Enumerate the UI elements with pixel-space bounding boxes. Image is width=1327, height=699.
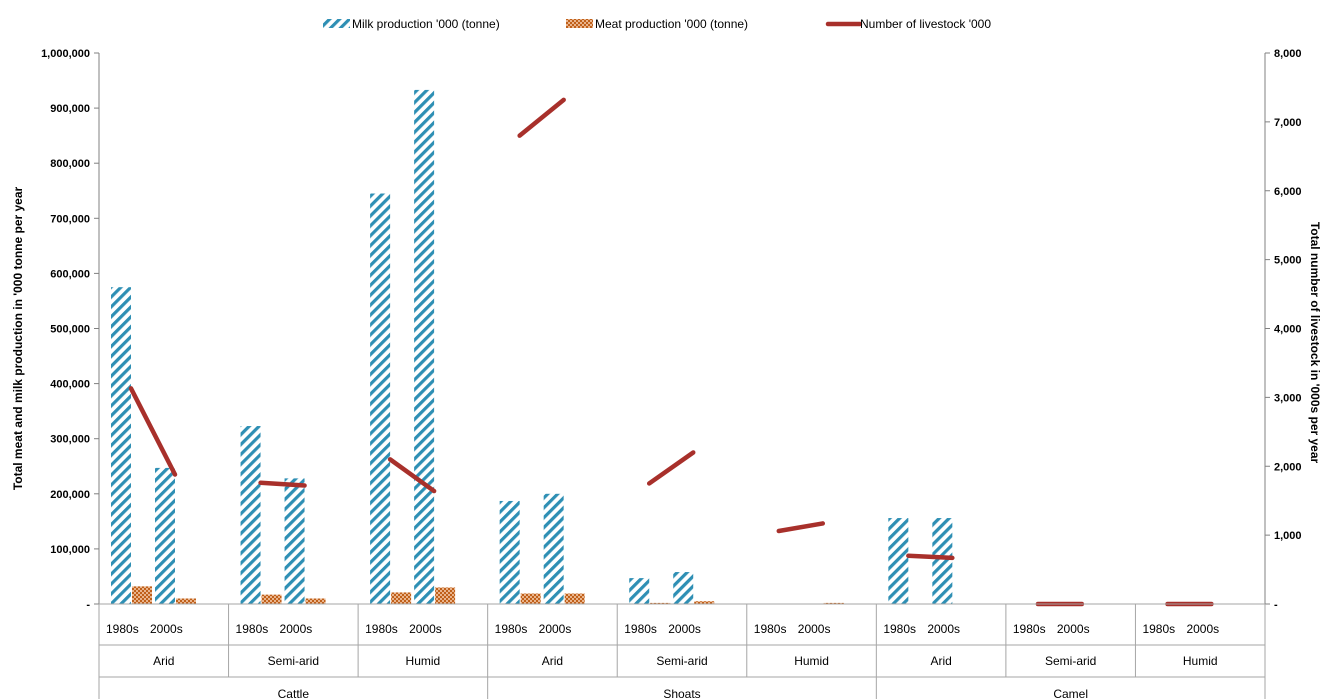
species-label: Camel [1053, 687, 1088, 699]
species-label: Cattle [278, 687, 310, 699]
left-tick-label: 400,000 [50, 379, 90, 391]
category-axis: 1980s 2000s Arid 1980s 2000s Semi-arid 1980s 20… [98, 603, 1266, 699]
period-label: 1980s [624, 622, 657, 636]
meat-bar [305, 598, 326, 604]
legend-milk-swatch [323, 19, 350, 28]
period-label: 1980s [495, 622, 528, 636]
legend-livestock-label: Number of livestock '000 [860, 17, 991, 31]
meat-bar [694, 601, 715, 604]
zone-label: Semi-arid [656, 654, 707, 668]
milk-bar [629, 578, 650, 604]
livestock-lines [128, 97, 1214, 607]
milk-bar [543, 493, 564, 604]
period-label: 2000s [1057, 622, 1090, 636]
legend-meat-swatch [566, 19, 593, 28]
species-label: Shoats [663, 687, 700, 699]
zone-label: Semi-arid [268, 654, 319, 668]
meat-bar [435, 587, 456, 604]
meat-bar [391, 592, 412, 604]
right-tick-label: 4,000 [1274, 324, 1302, 336]
period-label: 1980s [236, 622, 269, 636]
period-label: 2000s [280, 622, 313, 636]
period-label: 2000s [798, 622, 831, 636]
livestock-line [776, 521, 826, 534]
zone-label: Humid [406, 654, 441, 668]
milk-bar [111, 287, 131, 604]
right-tick-label: 2,000 [1274, 461, 1302, 473]
period-label: 2000s [150, 622, 183, 636]
right-axis-title: Total number of livestock in '000s per y… [1308, 222, 1322, 464]
zone-label: Semi-arid [1045, 654, 1096, 668]
zone-label: Humid [794, 654, 829, 668]
left-tick-label: 800,000 [50, 158, 90, 170]
period-label: 2000s [927, 622, 960, 636]
milk-bar [284, 478, 305, 604]
left-tick-label: 1,000,000 [41, 48, 90, 60]
left-tick-label: 700,000 [50, 213, 90, 225]
livestock-line [646, 450, 696, 486]
milk-bar [414, 89, 435, 605]
legend: Milk production '000 (tonne) Meat product… [323, 17, 991, 31]
meat-bar [823, 602, 844, 604]
right-tick-label: 1,000 [1274, 530, 1302, 542]
legend-meat-label: Meat production '000 (tonne) [595, 17, 748, 31]
zone-label: Arid [153, 654, 174, 668]
legend-milk-label: Milk production '000 (tonne) [352, 17, 500, 31]
period-label: 1980s [1013, 622, 1046, 636]
right-tick-label: 5,000 [1274, 255, 1302, 267]
meat-bar [520, 593, 541, 604]
milk-bar [499, 500, 520, 604]
milk-bar [888, 518, 909, 604]
left-tick-label: 900,000 [50, 103, 90, 115]
zone-label: Arid [930, 654, 951, 668]
left-tick-label: - [86, 599, 90, 611]
period-label: 2000s [1186, 622, 1219, 636]
meat-bar [132, 586, 152, 604]
right-tick-label: 7,000 [1274, 117, 1302, 129]
livestock-line [517, 97, 566, 138]
zone-label: Arid [542, 654, 563, 668]
right-tick-label: 8,000 [1274, 48, 1302, 60]
right-tick-label: 6,000 [1274, 186, 1302, 198]
milk-bar [155, 467, 175, 604]
left-tick-label: 100,000 [50, 544, 90, 556]
period-label: 2000s [539, 622, 572, 636]
left-tick-label: 200,000 [50, 489, 90, 501]
meat-bar [176, 598, 196, 604]
axes: - 100,000 200,000 300,000 400,000 500,000 600,… [11, 48, 1322, 611]
left-tick-label: 500,000 [50, 324, 90, 336]
period-label: 2000s [409, 622, 442, 636]
period-label: 1980s [754, 622, 787, 636]
left-tick-label: 600,000 [50, 268, 90, 280]
livestock-line [387, 457, 437, 494]
milk-bar [240, 426, 261, 604]
meat-bar [564, 593, 585, 604]
period-label: 2000s [668, 622, 701, 636]
livestock-line [258, 480, 307, 488]
milk-bar [673, 572, 694, 604]
meat-bar [650, 602, 671, 604]
milk-bar [370, 193, 391, 604]
left-tick-label: 300,000 [50, 434, 90, 446]
zone-label: Humid [1183, 654, 1218, 668]
meat-bar [261, 594, 282, 604]
livestock-line [128, 386, 178, 477]
period-label: 1980s [1142, 622, 1175, 636]
period-label: 1980s [365, 622, 398, 636]
period-label: 1980s [106, 622, 139, 636]
bars [111, 89, 953, 605]
left-axis-title: Total meat and milk production in '000 t… [11, 186, 25, 490]
right-tick-label: 3,000 [1274, 392, 1302, 404]
milk-bar [932, 518, 953, 604]
livestock-line [906, 553, 955, 561]
period-label: 1980s [883, 622, 916, 636]
right-tick-label: - [1274, 599, 1278, 611]
